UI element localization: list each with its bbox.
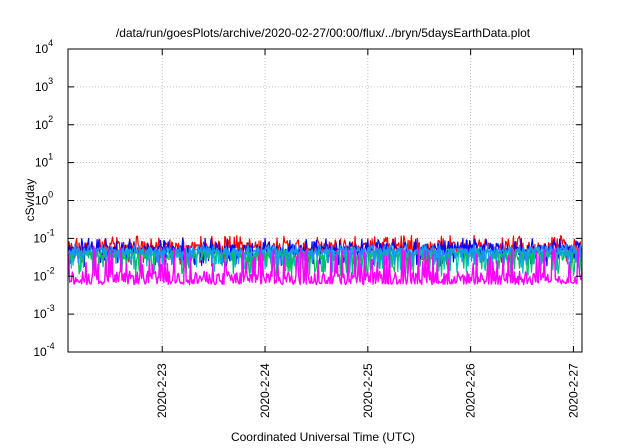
chart-title: /data/run/goesPlots/archive/2020-02-27/0… xyxy=(116,26,531,40)
x-tick-label: 2020-2-27 xyxy=(566,363,580,418)
x-axis: 2020-2-23 2020-2-24 2020-2-25 2020-2-26 2020… xyxy=(155,49,580,418)
data-series xyxy=(67,234,583,286)
y-axis: 10-4 10-3 10-2 10-1 100 101 102 103 104 xyxy=(33,38,582,359)
x-tick-label: 2020-2-24 xyxy=(258,363,272,418)
y-tick-label: 10-4 xyxy=(33,341,54,359)
y-tick-label: 103 xyxy=(35,76,53,94)
y-tick-label: 100 xyxy=(35,190,53,208)
series-line xyxy=(67,237,583,267)
x-tick-label: 2020-2-25 xyxy=(361,363,375,418)
y-tick-label: 10-3 xyxy=(33,303,54,321)
y-tick-label: 101 xyxy=(35,152,53,170)
y-tick-label: 10-2 xyxy=(33,265,54,283)
x-axis-label: Coordinated Universal Time (UTC) xyxy=(231,430,415,444)
y-axis-label: cSv/day xyxy=(23,179,37,222)
plot-frame xyxy=(67,48,583,353)
x-tick-label: 2020-2-23 xyxy=(155,363,169,418)
y-tick-label: 104 xyxy=(35,38,53,56)
y-tick-label: 10-1 xyxy=(33,227,54,245)
series-line xyxy=(67,246,583,286)
grid-lines xyxy=(68,49,582,352)
y-tick-label: 102 xyxy=(35,114,53,132)
series-line xyxy=(67,243,583,266)
x-tick-label: 2020-2-26 xyxy=(464,363,478,418)
